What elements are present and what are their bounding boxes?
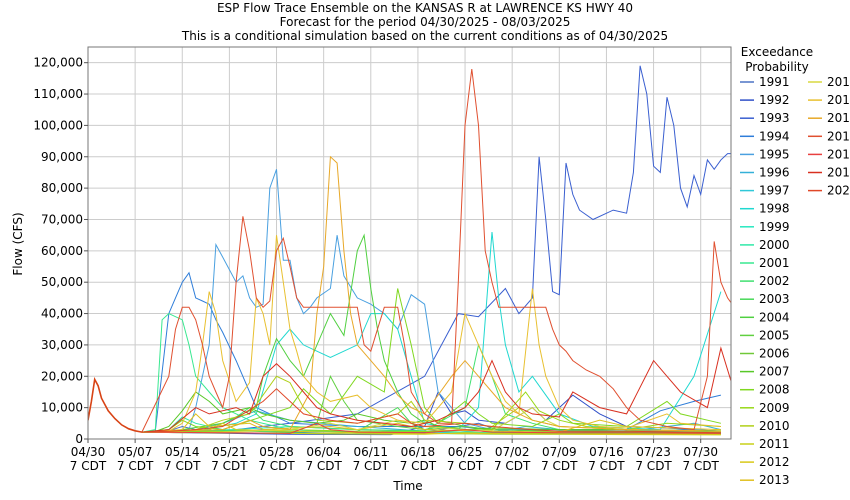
y-tick-label: 50,000 <box>41 275 83 289</box>
x-tick-date: 06/11 <box>353 445 388 459</box>
x-tick-date: 07/09 <box>542 445 577 459</box>
x-tick-date: 05/14 <box>165 445 200 459</box>
x-tick-date: 05/21 <box>212 445 247 459</box>
legend-label-2007: 2007 <box>759 365 790 379</box>
x-tick-time: 7 CDT <box>494 459 531 473</box>
x-tick-time: 7 CDT <box>164 459 201 473</box>
x-tick-time: 7 CDT <box>635 459 672 473</box>
x-tick-time: 7 CDT <box>400 459 437 473</box>
x-tick-time: 7 CDT <box>541 459 578 473</box>
plot-grid <box>88 47 731 439</box>
legend-label-2015: 2015 <box>827 93 850 107</box>
x-tick-time: 7 CDT <box>588 459 625 473</box>
legend-label-2020: 2020 <box>827 184 850 198</box>
y-tick-label: 70,000 <box>41 212 83 226</box>
series-line-2019 <box>141 346 731 433</box>
legend-label-2006: 2006 <box>759 347 790 361</box>
series-line-2018 <box>141 422 721 434</box>
series-line-2007 <box>141 391 721 433</box>
x-tick-time: 7 CDT <box>353 459 390 473</box>
legend-label-2000: 2000 <box>759 238 790 252</box>
legend-title-line-2: Probability <box>745 60 808 74</box>
series-layer <box>88 65 731 436</box>
legend-label-2004: 2004 <box>759 310 790 324</box>
y-tick-label: 100,000 <box>33 118 83 132</box>
legend-items: 1991 1992 1993 1994 1995 1996 1997 1998 1999 2000… <box>740 75 850 487</box>
y-tick-label: 10,000 <box>41 401 83 415</box>
x-tick-time: 7 CDT <box>682 459 719 473</box>
series-line-2020 <box>141 388 721 434</box>
legend-label-2019: 2019 <box>827 166 850 180</box>
y-tick-label: 80,000 <box>41 181 83 195</box>
y-tick-label: 90,000 <box>41 150 83 164</box>
legend-label-2001: 2001 <box>759 256 790 270</box>
x-tick-time: 7 CDT <box>211 459 248 473</box>
legend-label-1995: 1995 <box>759 147 790 161</box>
legend-label-1991: 1991 <box>759 75 790 89</box>
legend-label-2010: 2010 <box>759 419 790 433</box>
legend-label-2016: 2016 <box>827 111 850 125</box>
x-tick-date: 05/07 <box>118 445 153 459</box>
x-tick-date: 04/30 <box>71 445 106 459</box>
y-tick-label: 20,000 <box>41 369 83 383</box>
y-tick-label: 40,000 <box>41 307 83 321</box>
legend-label-2003: 2003 <box>759 292 790 306</box>
y-tick-label: 0 <box>75 432 83 446</box>
series-line-2015 <box>141 235 721 433</box>
legend-label-2013: 2013 <box>759 473 790 487</box>
series-line-1998 <box>141 231 722 434</box>
y-axis-label: Flow (CFS) <box>11 212 25 275</box>
y-tick-label: 60,000 <box>41 244 83 258</box>
series-line-2013 <box>141 413 721 433</box>
legend-title-line-1: Exceedance <box>741 45 813 59</box>
legend: Exceedance Probability 19911992199319941… <box>740 45 850 487</box>
x-tick-date: 07/23 <box>636 445 671 459</box>
legend-label-1994: 1994 <box>759 129 790 143</box>
legend-label-2017: 2017 <box>827 129 850 143</box>
x-tick-date: 06/25 <box>448 445 483 459</box>
chart-title-line-3: This is a conditional simulation based o… <box>181 29 668 43</box>
y-tick-label: 110,000 <box>33 87 83 101</box>
y-tick-label: 30,000 <box>41 338 83 352</box>
x-tick-date: 07/02 <box>495 445 530 459</box>
x-tick-time: 7 CDT <box>258 459 295 473</box>
legend-label-2008: 2008 <box>759 383 790 397</box>
x-tick-date: 06/04 <box>306 445 341 459</box>
x-tick-time: 7 CDT <box>117 459 154 473</box>
x-tick-date: 07/16 <box>589 445 624 459</box>
legend-label-1998: 1998 <box>759 202 790 216</box>
plot-frame <box>87 46 732 440</box>
series-line-2017 <box>141 68 731 433</box>
legend-label-1996: 1996 <box>759 166 790 180</box>
x-axis-label: Time <box>392 479 422 493</box>
x-tick-date: 05/28 <box>259 445 294 459</box>
legend-label-2011: 2011 <box>759 437 790 451</box>
legend-label-1993: 1993 <box>759 111 790 125</box>
x-tick-time: 7 CDT <box>70 459 107 473</box>
x-tick-date: 07/30 <box>683 445 718 459</box>
chart-title-line-2: Forecast for the period 04/30/2025 - 08/… <box>280 15 571 29</box>
series-line-2016 <box>141 155 721 433</box>
x-tick-time: 7 CDT <box>305 459 342 473</box>
legend-label-1992: 1992 <box>759 93 790 107</box>
y-tick-label: 120,000 <box>33 56 83 70</box>
legend-label-1997: 1997 <box>759 184 790 198</box>
x-tick-time: 7 CDT <box>447 459 484 473</box>
x-tick-date: 06/18 <box>401 445 436 459</box>
legend-label-2009: 2009 <box>759 401 790 415</box>
legend-label-2005: 2005 <box>759 328 790 342</box>
initial-trace-line <box>88 376 143 433</box>
series-line-1993 <box>141 65 731 433</box>
legend-label-2018: 2018 <box>827 147 850 161</box>
legend-label-1999: 1999 <box>759 220 790 234</box>
legend-label-2002: 2002 <box>759 274 790 288</box>
legend-label-2014: 2014 <box>827 75 850 89</box>
legend-label-2012: 2012 <box>759 455 790 469</box>
chart-title-line-1: ESP Flow Trace Ensemble on the KANSAS R … <box>217 1 633 15</box>
y-axis-ticks: 0 10,000 20,000 30,000 40,000 50,000 60,000 70,… <box>33 56 88 446</box>
